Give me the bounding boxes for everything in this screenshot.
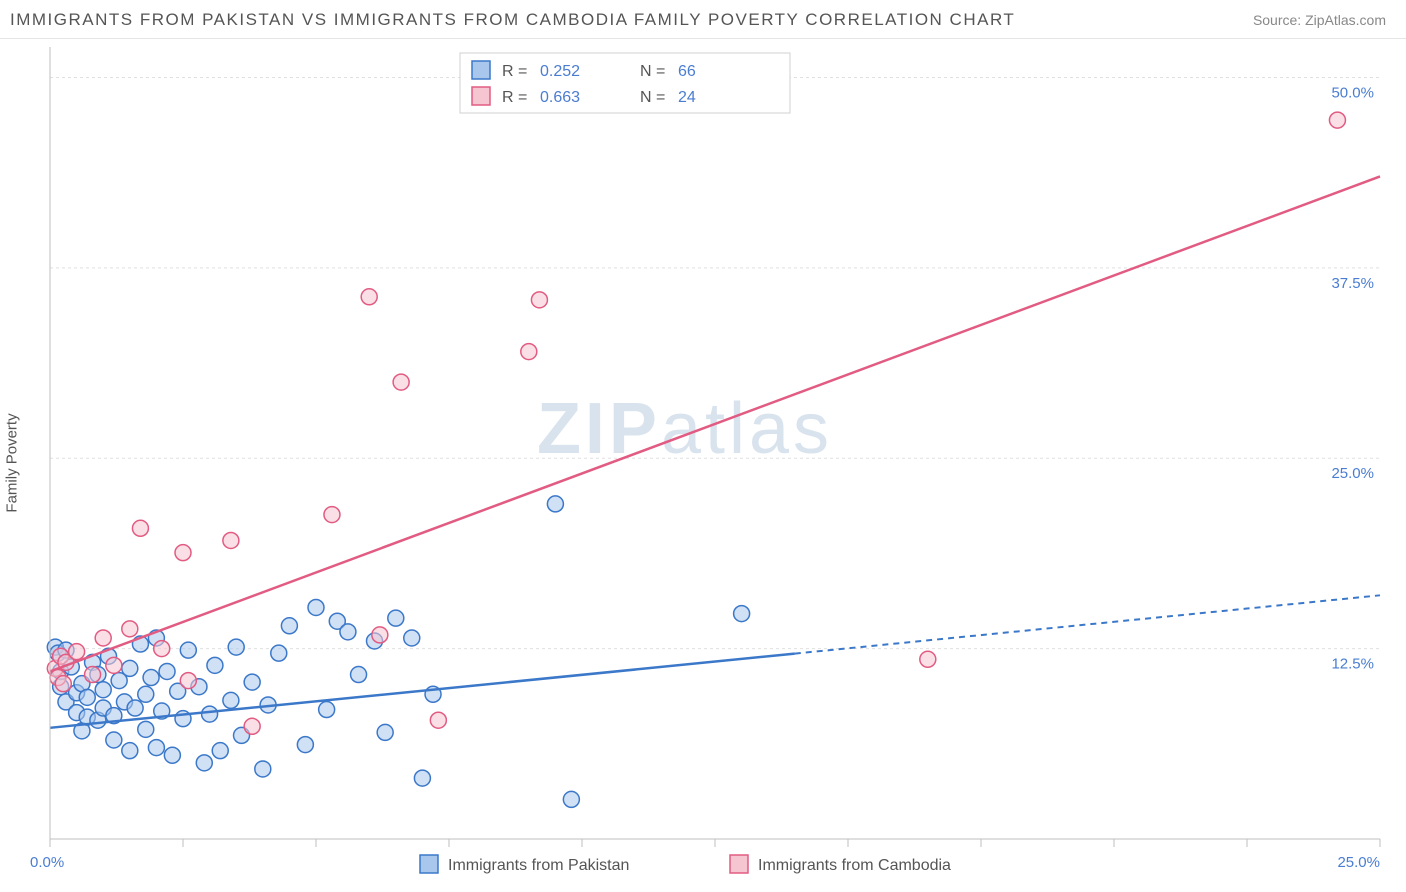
cambodia-point	[361, 289, 377, 305]
pakistan-point	[159, 663, 175, 679]
pakistan-r-label: R =	[502, 63, 527, 80]
cambodia-point	[324, 507, 340, 523]
pakistan-point	[202, 706, 218, 722]
pakistan-point	[228, 639, 244, 655]
pakistan-point	[122, 660, 138, 676]
x-tick-label: 25.0%	[1337, 854, 1380, 871]
cambodia-point	[122, 621, 138, 637]
pakistan-point	[127, 700, 143, 716]
pakistan-point	[377, 724, 393, 740]
cambodia-legend-swatch-icon	[730, 855, 748, 873]
pakistan-n-value: 66	[678, 63, 696, 80]
cambodia-point	[69, 644, 85, 660]
cambodia-r-value: 0.663	[540, 89, 580, 106]
pakistan-point	[414, 770, 430, 786]
header: IMMIGRANTS FROM PAKISTAN VS IMMIGRANTS F…	[0, 0, 1406, 39]
y-axis-label: Family Poverty	[4, 413, 21, 512]
cambodia-point	[175, 545, 191, 561]
cambodia-point	[430, 712, 446, 728]
pakistan-point	[106, 732, 122, 748]
cambodia-point	[1329, 112, 1345, 128]
cambodia-legend-label: Immigrants from Cambodia	[758, 857, 951, 874]
pakistan-r-value: 0.252	[540, 63, 580, 80]
x-tick-label: 0.0%	[30, 854, 64, 871]
pakistan-legend-swatch-icon	[420, 855, 438, 873]
pakistan-point	[212, 743, 228, 759]
cambodia-point	[223, 532, 239, 548]
pakistan-trendline-dashed	[795, 595, 1380, 653]
pakistan-legend-label: Immigrants from Pakistan	[448, 857, 629, 874]
pakistan-point	[563, 791, 579, 807]
y-tick-label: 37.5%	[1331, 275, 1374, 292]
y-tick-label: 50.0%	[1331, 84, 1374, 101]
pakistan-point	[388, 610, 404, 626]
pakistan-point	[223, 692, 239, 708]
series-legend: Immigrants from Pakistan Immigrants from …	[420, 855, 951, 874]
pakistan-point	[351, 667, 367, 683]
pakistan-point	[79, 689, 95, 705]
cambodia-point	[521, 344, 537, 360]
pakistan-point	[138, 721, 154, 737]
pakistan-point	[308, 599, 324, 615]
cambodia-trendline	[50, 176, 1380, 671]
cambodia-point	[180, 673, 196, 689]
pakistan-point	[164, 747, 180, 763]
cambodia-point	[85, 667, 101, 683]
chart-container: Family Poverty 12.5% 25.0% 37.5% 50.0% ZIPat…	[0, 39, 1406, 887]
pakistan-point	[207, 657, 223, 673]
cambodia-point	[531, 292, 547, 308]
watermark: ZIPatlas	[537, 389, 833, 469]
cambodia-n-label: N =	[640, 89, 665, 106]
pakistan-point	[196, 755, 212, 771]
pakistan-point	[138, 686, 154, 702]
pakistan-n-label: N =	[640, 63, 665, 80]
pakistan-point	[404, 630, 420, 646]
cambodia-point	[132, 520, 148, 536]
pakistan-point	[180, 642, 196, 658]
pakistan-point	[281, 618, 297, 634]
pakistan-point	[547, 496, 563, 512]
pakistan-point	[95, 682, 111, 698]
cambodia-point	[55, 676, 71, 692]
pakistan-point	[734, 606, 750, 622]
pakistan-point	[143, 670, 159, 686]
cambodia-point	[372, 627, 388, 643]
pakistan-point	[244, 674, 260, 690]
pakistan-point	[122, 743, 138, 759]
chart-title: IMMIGRANTS FROM PAKISTAN VS IMMIGRANTS F…	[10, 10, 1015, 30]
pakistan-point	[340, 624, 356, 640]
pakistan-swatch-icon	[472, 61, 490, 79]
cambodia-r-label: R =	[502, 89, 527, 106]
pakistan-point	[271, 645, 287, 661]
cambodia-point	[920, 651, 936, 667]
scatter-chart: 12.5% 25.0% 37.5% 50.0% ZIPatlas 0.0% 25.0% R =…	[0, 39, 1406, 887]
cambodia-swatch-icon	[472, 87, 490, 105]
y-tick-label: 12.5%	[1331, 656, 1374, 673]
pakistan-point	[319, 702, 335, 718]
pakistan-point	[297, 737, 313, 753]
cambodia-n-value: 24	[678, 89, 696, 106]
pakistan-point	[148, 740, 164, 756]
cambodia-point	[244, 718, 260, 734]
y-tick-label: 25.0%	[1331, 465, 1374, 482]
source-attribution: Source: ZipAtlas.com	[1253, 12, 1386, 28]
cambodia-point	[393, 374, 409, 390]
cambodia-point	[106, 657, 122, 673]
cambodia-point	[154, 641, 170, 657]
cambodia-point	[95, 630, 111, 646]
pakistan-point	[255, 761, 271, 777]
